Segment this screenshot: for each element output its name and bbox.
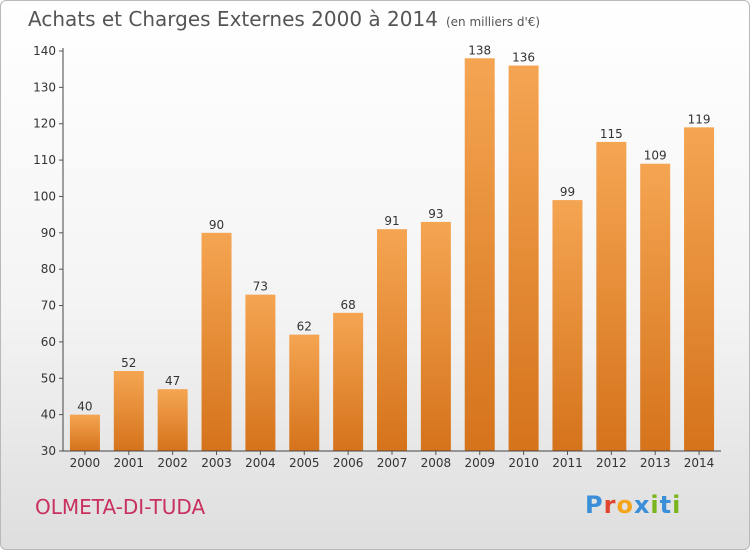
bar-2008 xyxy=(420,221,451,451)
y-tick-label: 110 xyxy=(33,153,56,167)
y-tick-label: 120 xyxy=(33,117,56,131)
bar-2005 xyxy=(289,334,320,451)
bar-value-label: 115 xyxy=(600,127,623,141)
y-tick-label: 50 xyxy=(41,371,56,385)
chart-subtitle: (en milliers d'€) xyxy=(445,15,541,29)
y-tick-label: 80 xyxy=(41,262,56,276)
x-tick-label: 2001 xyxy=(114,456,145,470)
bar-value-label: 62 xyxy=(297,320,312,334)
logo-letter: P xyxy=(585,491,604,519)
x-tick-label: 2004 xyxy=(245,456,276,470)
x-tick-label: 2007 xyxy=(377,456,408,470)
logo-letter: x xyxy=(633,491,651,519)
x-tick-label: 2000 xyxy=(70,456,101,470)
x-tick-label: 2013 xyxy=(640,456,671,470)
commune-name: OLMETA-DI-TUDA xyxy=(35,495,206,519)
bar-value-label: 109 xyxy=(644,149,667,163)
logo-letter: t xyxy=(659,491,673,519)
bar-2007 xyxy=(377,229,407,451)
logo-letter: i xyxy=(672,491,682,519)
bar-value-label: 90 xyxy=(209,218,224,232)
y-tick-label: 140 xyxy=(33,44,56,58)
y-tick-label: 60 xyxy=(41,335,56,349)
bar-2006 xyxy=(333,312,364,451)
x-tick-label: 2009 xyxy=(464,456,495,470)
x-tick-label: 2008 xyxy=(421,456,452,470)
bar-2003 xyxy=(201,232,232,451)
bar-2010 xyxy=(508,65,539,451)
bar-2011 xyxy=(552,200,583,451)
logo-letter: o xyxy=(616,491,634,519)
bar-value-label: 40 xyxy=(77,400,92,414)
y-tick-label: 100 xyxy=(33,189,56,203)
x-tick-label: 2005 xyxy=(289,456,320,470)
x-tick-label: 2006 xyxy=(333,456,364,470)
y-tick-label: 130 xyxy=(33,80,56,94)
x-tick-label: 2011 xyxy=(552,456,583,470)
chart-title: Achats et Charges Externes 2000 à 2014 (e… xyxy=(28,7,540,31)
proxiti-logo: Proxiti xyxy=(585,491,681,519)
chart-title-text: Achats et Charges Externes 2000 à 2014 xyxy=(28,7,438,31)
y-tick-label: 40 xyxy=(41,408,56,422)
bar-2001 xyxy=(113,371,144,451)
bar-2004 xyxy=(245,294,276,451)
bar-value-label: 119 xyxy=(688,112,711,126)
y-tick-label: 70 xyxy=(41,299,56,313)
x-tick-label: 2012 xyxy=(596,456,627,470)
bar-2000 xyxy=(69,414,100,451)
x-tick-label: 2003 xyxy=(201,456,232,470)
x-tick-label: 2010 xyxy=(508,456,539,470)
bar-2012 xyxy=(596,141,627,451)
x-tick-label: 2002 xyxy=(157,456,188,470)
logo-letter: i xyxy=(650,491,660,519)
x-tick-label: 2014 xyxy=(684,456,715,470)
bar-2009 xyxy=(464,58,495,451)
bar-value-label: 73 xyxy=(253,280,268,294)
y-tick-label: 30 xyxy=(41,444,56,458)
bar-value-label: 47 xyxy=(165,374,180,388)
logo-letter: r xyxy=(603,491,617,519)
y-tick-label: 90 xyxy=(41,226,56,240)
bar-2014 xyxy=(684,127,715,451)
bar-2002 xyxy=(157,389,188,451)
bar-value-label: 99 xyxy=(560,185,575,199)
bar-value-label: 93 xyxy=(428,207,443,221)
bar-value-label: 91 xyxy=(384,214,399,228)
bar-value-label: 52 xyxy=(121,356,136,370)
bar-value-label: 68 xyxy=(340,298,355,312)
bar-2013 xyxy=(640,163,671,451)
bar-value-label: 138 xyxy=(468,43,491,57)
bar-value-label: 136 xyxy=(512,51,535,65)
